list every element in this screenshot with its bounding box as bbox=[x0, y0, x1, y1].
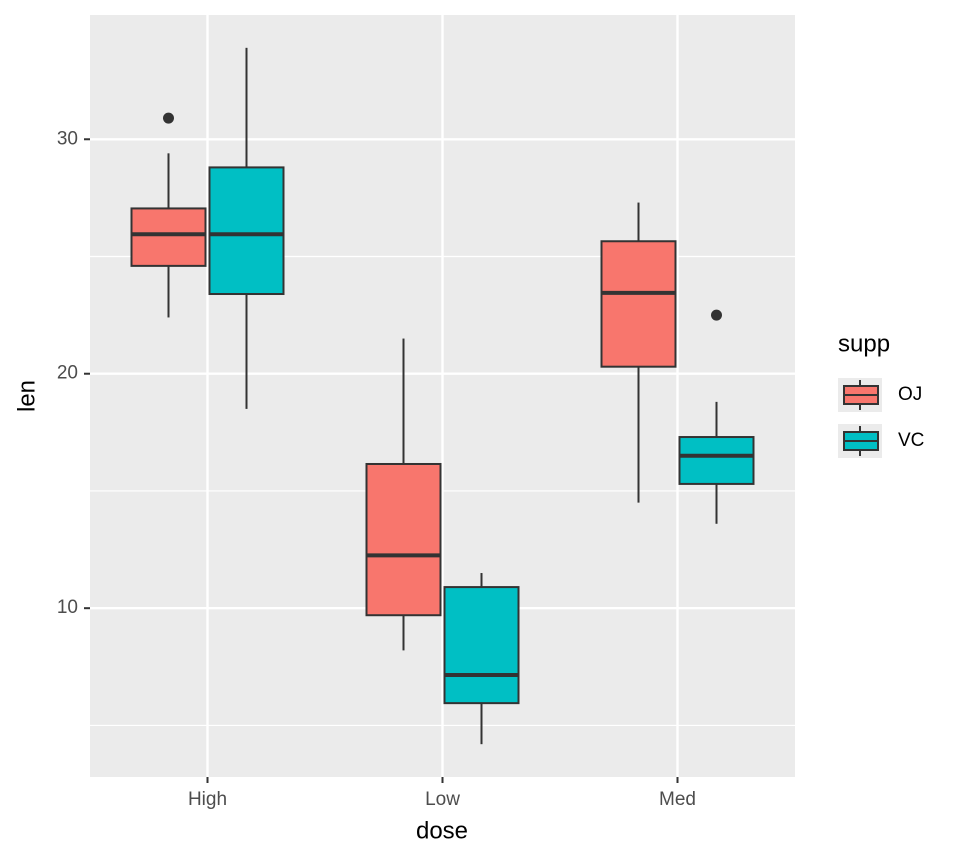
box bbox=[443, 586, 520, 705]
y-tick-label: 10 bbox=[57, 597, 78, 618]
box bbox=[208, 166, 285, 296]
legend-label: OJ bbox=[898, 384, 922, 405]
box bbox=[678, 436, 755, 485]
box bbox=[130, 207, 207, 267]
box bbox=[365, 462, 442, 617]
y-tick-label: 30 bbox=[57, 128, 78, 149]
y-tick-label: 20 bbox=[57, 363, 78, 384]
legend-title: supp bbox=[838, 330, 890, 357]
x-axis-title: dose bbox=[416, 817, 468, 844]
y-axis-title: len bbox=[13, 380, 40, 412]
box bbox=[600, 240, 677, 368]
x-tick-label: High bbox=[188, 789, 227, 810]
outlier bbox=[711, 309, 722, 321]
x-tick-label: Med bbox=[659, 789, 696, 810]
legend-label: VC bbox=[898, 430, 924, 451]
x-tick-label: Low bbox=[425, 789, 460, 810]
outlier bbox=[163, 112, 174, 124]
